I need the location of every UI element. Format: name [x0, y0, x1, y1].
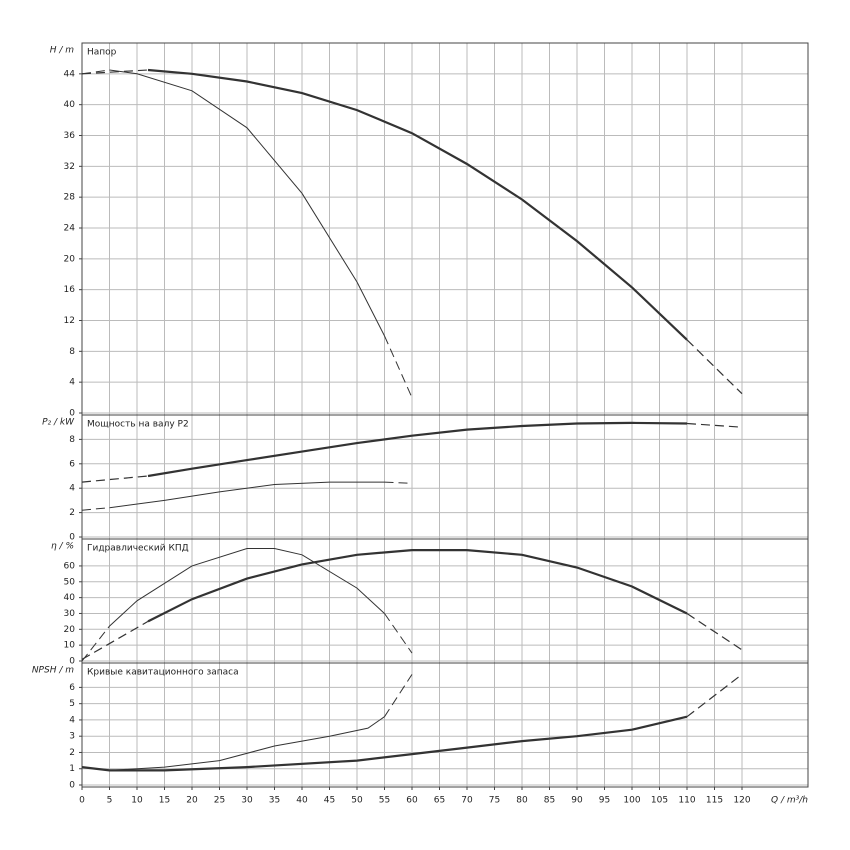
y-tick-label: 4: [69, 715, 75, 725]
y-tick-label: 0: [69, 781, 75, 791]
y-tick-label: 36: [64, 131, 76, 141]
x-tick-label: 50: [351, 796, 363, 806]
panel-frame: [81, 414, 809, 540]
x-tick-label: 25: [214, 796, 225, 806]
x-tick-label: 60: [406, 796, 418, 806]
y-tick-label: 4: [69, 484, 75, 494]
y-tick-label: 6: [69, 459, 75, 469]
curve: [109, 481, 385, 509]
y-tick-label: 12: [64, 316, 75, 326]
y-tick-label: 2: [69, 508, 75, 518]
panel-frame: [81, 662, 809, 788]
curve: [109, 716, 385, 771]
curve: [384, 674, 413, 717]
curve: [81, 715, 688, 772]
y-tick-label: 40: [64, 593, 76, 603]
y-tick-label: 20: [64, 254, 76, 264]
curve: [147, 421, 688, 478]
y-tick-label: 28: [64, 193, 76, 203]
curve: [686, 422, 743, 428]
x-tick-label: 55: [379, 796, 390, 806]
y-tick-label: 20: [64, 625, 76, 635]
x-tick-label: 80: [516, 796, 528, 806]
x-tick-label: 115: [706, 796, 723, 806]
x-tick-label: 5: [107, 796, 113, 806]
y-tick-label: 8: [69, 347, 75, 357]
curve: [384, 481, 413, 484]
y-tick-label: 1: [69, 764, 75, 774]
curve: [686, 673, 743, 718]
x-tick-label: 15: [159, 796, 170, 806]
curve: [384, 613, 413, 654]
y-axis-label: NPSH / m: [32, 666, 74, 676]
y-tick-label: 32: [64, 162, 75, 172]
panel-title: Мощность на валу P2: [87, 420, 189, 430]
y-tick-label: 30: [64, 609, 76, 619]
curve: [686, 339, 743, 395]
x-tick-label: 10: [131, 796, 143, 806]
curve: [81, 620, 149, 660]
y-tick-label: 0: [69, 657, 75, 667]
curve: [109, 69, 385, 337]
curve: [109, 548, 385, 627]
y-axis-label: η / %: [51, 542, 74, 552]
x-tick-label: 30: [241, 796, 253, 806]
x-tick-label: 65: [434, 796, 445, 806]
y-tick-label: 50: [64, 577, 76, 587]
x-tick-label: 95: [599, 796, 610, 806]
x-tick-label: 90: [571, 796, 583, 806]
x-tick-label: 85: [544, 796, 555, 806]
x-axis-label: Q / m³/h: [771, 796, 808, 806]
curve: [81, 625, 110, 662]
x-tick-label: 45: [324, 796, 335, 806]
y-tick-label: 40: [64, 100, 76, 110]
panel-title: Гидравлический КПД: [87, 544, 189, 554]
x-tick-label: 105: [651, 796, 668, 806]
y-axis-label: H / m: [50, 46, 75, 56]
curve: [81, 69, 110, 75]
y-tick-label: 44: [64, 69, 76, 79]
x-tick-label: 120: [733, 796, 750, 806]
x-tick-label: 70: [461, 796, 473, 806]
y-tick-label: 4: [69, 378, 75, 388]
y-tick-label: 24: [64, 224, 76, 234]
x-tick-label: 110: [678, 796, 695, 806]
y-tick-label: 0: [69, 409, 75, 419]
panel-title: Напор: [87, 48, 117, 58]
panel-frame: [81, 42, 809, 416]
curve: [81, 507, 110, 511]
x-tick-label: 35: [269, 796, 280, 806]
curve: [686, 612, 743, 651]
panel-frame: [81, 538, 809, 664]
y-tick-label: 10: [64, 641, 76, 651]
x-tick-label: 0: [79, 796, 85, 806]
x-tick-label: 40: [296, 796, 308, 806]
x-tick-label: 75: [489, 796, 500, 806]
curve: [81, 475, 149, 483]
curve: [147, 68, 688, 341]
y-tick-label: 3: [69, 732, 75, 742]
y-axis-label: P₂ / kW: [42, 418, 75, 428]
y-tick-label: 8: [69, 435, 75, 445]
panel-title: Кривые кавитационного запаса: [87, 668, 239, 678]
y-tick-label: 6: [69, 683, 75, 693]
x-tick-label: 100: [623, 796, 640, 806]
curve: [384, 335, 413, 398]
y-tick-label: 60: [64, 561, 76, 571]
curve: [147, 549, 688, 623]
y-tick-label: 5: [69, 699, 75, 709]
x-tick-label: 20: [186, 796, 198, 806]
y-tick-label: 16: [64, 285, 76, 295]
curve: [81, 69, 149, 75]
y-tick-label: 2: [69, 748, 75, 758]
y-tick-label: 0: [69, 533, 75, 543]
